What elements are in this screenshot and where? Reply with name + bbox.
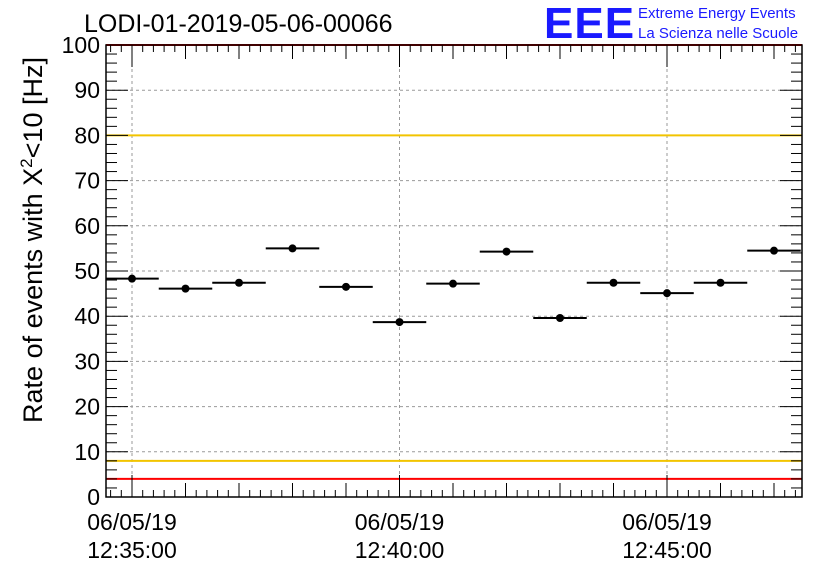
chart-title: LODI-01-2019-05-06-00066 bbox=[84, 10, 393, 38]
x-tick-label-date: 06/05/19 bbox=[355, 509, 445, 535]
data-point bbox=[770, 246, 778, 255]
y-tick-label: 90 bbox=[74, 77, 100, 103]
y-tick-label: 100 bbox=[62, 32, 100, 58]
y-axis-ticks: 0 10 20 30 40 50 60 70 80 90 100 bbox=[62, 32, 802, 510]
data-point bbox=[128, 274, 136, 283]
x-axis-ticks: 06/05/1912:35:0006/05/1912:40:0006/05/19… bbox=[87, 45, 796, 563]
data-point bbox=[502, 247, 511, 256]
data-points bbox=[106, 244, 801, 327]
y-tick-label: 50 bbox=[74, 258, 100, 284]
y-tick-label: 10 bbox=[74, 439, 100, 465]
eee-logo-letters: EEE bbox=[544, 0, 636, 48]
grid-lines bbox=[106, 45, 802, 497]
data-point bbox=[716, 278, 725, 287]
x-tick-label-time: 12:40:00 bbox=[355, 537, 445, 563]
x-tick-label-time: 12:35:00 bbox=[87, 537, 177, 563]
y-axis-label-chi: X bbox=[18, 167, 48, 186]
y-tick-label: 30 bbox=[74, 348, 100, 374]
y-axis-label-text: Rate of events with bbox=[18, 193, 48, 423]
data-point bbox=[235, 278, 243, 287]
data-point bbox=[449, 279, 457, 288]
y-tick-label: 20 bbox=[74, 394, 100, 420]
x-tick-label-date: 06/05/19 bbox=[87, 509, 177, 535]
y-axis-label-tail: <10 [Hz] bbox=[18, 57, 48, 159]
data-point bbox=[663, 289, 671, 298]
data-point bbox=[342, 282, 350, 291]
data-point bbox=[395, 318, 404, 327]
data-point bbox=[181, 284, 190, 293]
y-tick-label: 40 bbox=[74, 303, 100, 329]
data-point bbox=[556, 314, 564, 323]
y-tick-label: 60 bbox=[74, 213, 100, 239]
y-tick-label: 80 bbox=[74, 122, 100, 148]
logo-line-1: Extreme Energy Events bbox=[638, 5, 796, 22]
data-point bbox=[609, 278, 618, 287]
data-point bbox=[288, 244, 297, 253]
reference-lines bbox=[106, 44, 802, 480]
x-tick-label-time: 12:45:00 bbox=[622, 537, 712, 563]
x-tick-label-date: 06/05/19 bbox=[622, 509, 712, 535]
eee-logo: EEE Extreme Energy Events La Scienza nel… bbox=[544, 2, 834, 46]
y-axis-label: Rate of events with X2<10 [Hz] bbox=[17, 57, 49, 423]
logo-line-2: La Scienza nelle Scuole bbox=[638, 25, 799, 42]
y-axis-label-superscript: 2 bbox=[17, 158, 36, 168]
y-tick-label: 70 bbox=[74, 168, 100, 194]
y-tick-label: 0 bbox=[87, 484, 100, 510]
